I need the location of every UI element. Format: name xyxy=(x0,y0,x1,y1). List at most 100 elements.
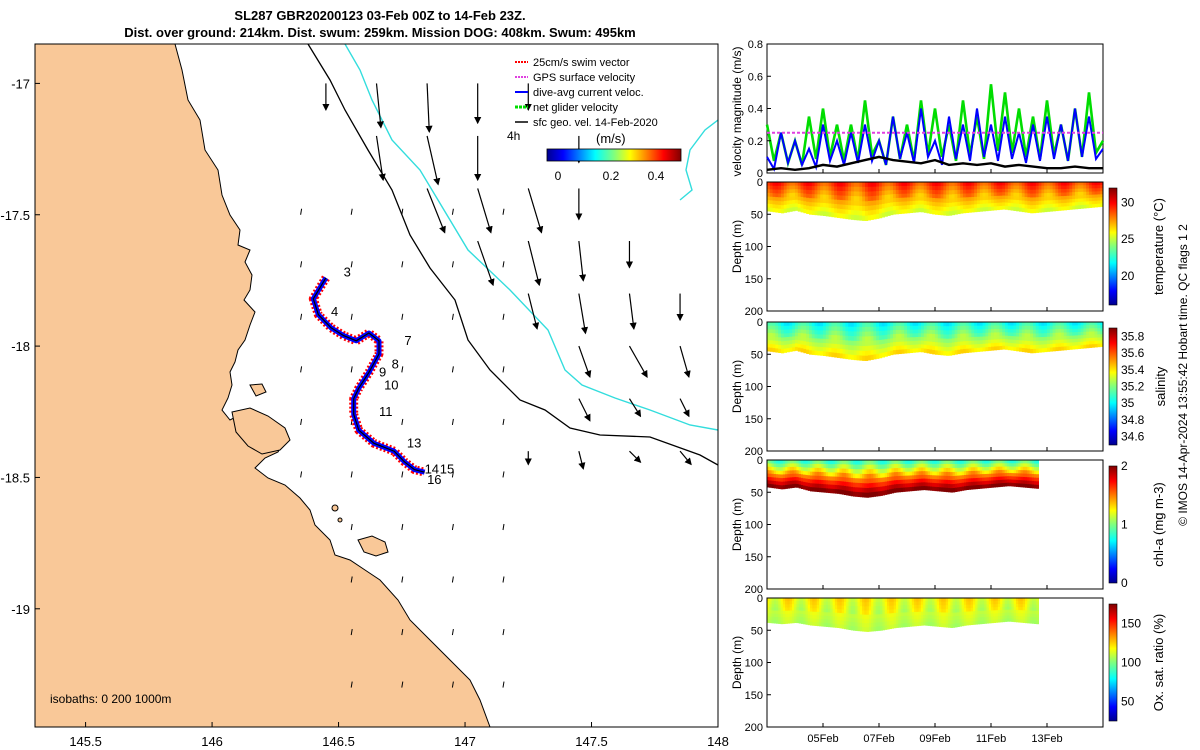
velocity-series-line xyxy=(766,108,1104,172)
chla-section-cell xyxy=(855,482,858,488)
salinity-section-cell xyxy=(929,329,933,335)
map-colorbar-tick-0: 0 xyxy=(555,169,562,183)
temperature-section-cell xyxy=(1013,182,1017,186)
temperature-section-cell xyxy=(985,199,989,204)
salinity-section-cell xyxy=(786,333,790,338)
temperature-section-cell xyxy=(907,185,911,191)
chla-section-cell xyxy=(914,463,917,469)
chla-section-cell xyxy=(952,476,956,481)
temperature-section-cell xyxy=(965,197,969,202)
temperature-section-y-tick-label: 200 xyxy=(745,306,763,318)
temperature-section-cell xyxy=(1038,200,1042,206)
chla-section-cell xyxy=(997,466,1001,471)
chla-section-cell xyxy=(791,466,795,471)
salinity-section-cell xyxy=(1013,325,1017,330)
chla-section-cell xyxy=(807,463,811,469)
temperature-section-cell xyxy=(775,189,779,194)
chla-section-cell xyxy=(855,478,858,484)
oxygen-section-cell xyxy=(898,609,901,614)
salinity-section-cell xyxy=(1027,333,1031,338)
chla-section-cell xyxy=(837,464,840,469)
oxygen-section-cell xyxy=(776,604,779,608)
oxygen-section-cell xyxy=(830,612,834,617)
salinity-section-cell xyxy=(856,350,860,356)
temperature-section-cell xyxy=(943,198,947,204)
salinity-section-cell xyxy=(960,325,964,331)
salinity-section-cell xyxy=(940,350,944,356)
temperature-section-cell xyxy=(993,202,997,207)
temperature-section-cell xyxy=(839,208,843,214)
chla-section-cell xyxy=(1011,476,1015,480)
temperature-section-cell xyxy=(831,182,835,187)
salinity-section-cell xyxy=(968,329,972,334)
oxygen-section-cell xyxy=(1004,618,1008,622)
chla-section-cell xyxy=(900,463,904,469)
temperature-section-cell xyxy=(806,201,810,207)
oxygen-section-cell xyxy=(1006,609,1010,613)
oxygen-section-cell xyxy=(794,607,797,611)
temperature-section-cell xyxy=(879,204,883,210)
salinity-section-cell xyxy=(1033,325,1037,331)
chla-section-cell xyxy=(993,476,996,481)
oxygen-section-cell xyxy=(1015,598,1019,602)
salinity-section-cell xyxy=(907,345,911,350)
geo-vector-arrow xyxy=(477,240,495,287)
temperature-section-cell xyxy=(1007,195,1011,200)
chla-section-cell xyxy=(873,460,877,465)
temperature-section-cell xyxy=(988,196,992,201)
oxygen-section-cell xyxy=(952,609,956,614)
oxygen-section-cell xyxy=(805,601,809,605)
temperature-section-cell xyxy=(932,182,936,187)
temperature-section-cell xyxy=(1002,182,1006,186)
oxygen-section-cell xyxy=(1011,609,1015,614)
salinity-section-cell xyxy=(1030,325,1034,331)
chla-section-cell xyxy=(791,480,795,485)
chla-section-cell xyxy=(1009,466,1012,471)
oxygen-section-cell xyxy=(814,598,818,602)
oxygen-section-cell xyxy=(957,601,960,606)
salinity-section-cell xyxy=(1021,336,1025,341)
chla-section-cell xyxy=(1029,463,1033,468)
salinity-section-cell xyxy=(923,337,927,342)
temperature-section-cell xyxy=(918,182,922,187)
oxygen-section-cell xyxy=(819,618,822,623)
chla-section-cell xyxy=(805,463,809,468)
salinity-section-cell xyxy=(873,326,877,332)
salinity-section-cell xyxy=(792,343,796,348)
temperature-section-cell xyxy=(971,182,975,187)
oxygen-section-cell xyxy=(857,614,861,619)
chla-section-cell xyxy=(800,477,804,482)
oxygen-section-cell xyxy=(782,607,786,612)
chla-section-cell xyxy=(898,460,901,465)
oxygen-section-cell xyxy=(832,598,836,603)
oxygen-section-cell xyxy=(812,604,815,609)
salinity-section-cell xyxy=(954,322,958,327)
chla-section-cell xyxy=(880,482,883,488)
salinity-section-cell xyxy=(1072,345,1076,350)
oxygen-section-cell xyxy=(1018,610,1021,614)
oxygen-section-cell xyxy=(986,604,990,608)
oxygen-section-cell xyxy=(798,610,802,615)
temperature-section-cell xyxy=(817,186,821,191)
chla-section-cell xyxy=(886,472,890,478)
chla-section-cell xyxy=(1006,463,1010,467)
small-vector-tick xyxy=(451,208,454,215)
chla-section-cell xyxy=(1015,463,1019,468)
salinity-section-cell xyxy=(909,322,913,327)
temperature-section-cell xyxy=(957,182,961,187)
salinity-section-cell xyxy=(775,322,779,327)
salinity-section-cell xyxy=(828,347,832,353)
oxygen-section-cell xyxy=(927,622,931,626)
oxygen-section-cell xyxy=(932,615,935,620)
salinity-section-cell xyxy=(949,334,953,340)
chla-section-cell xyxy=(875,491,879,497)
chla-section-cell xyxy=(853,460,856,465)
chla-section-cell xyxy=(776,481,779,486)
temperature-section-cell xyxy=(1066,202,1070,207)
temperature-section-cell xyxy=(1002,185,1006,190)
temperature-section-cell xyxy=(926,185,930,191)
chla-section-cell xyxy=(959,483,963,488)
map-colorbar-tick-1: 0.2 xyxy=(603,169,620,183)
temperature-section-cell xyxy=(1100,194,1104,198)
chla-section-cell xyxy=(855,464,858,470)
